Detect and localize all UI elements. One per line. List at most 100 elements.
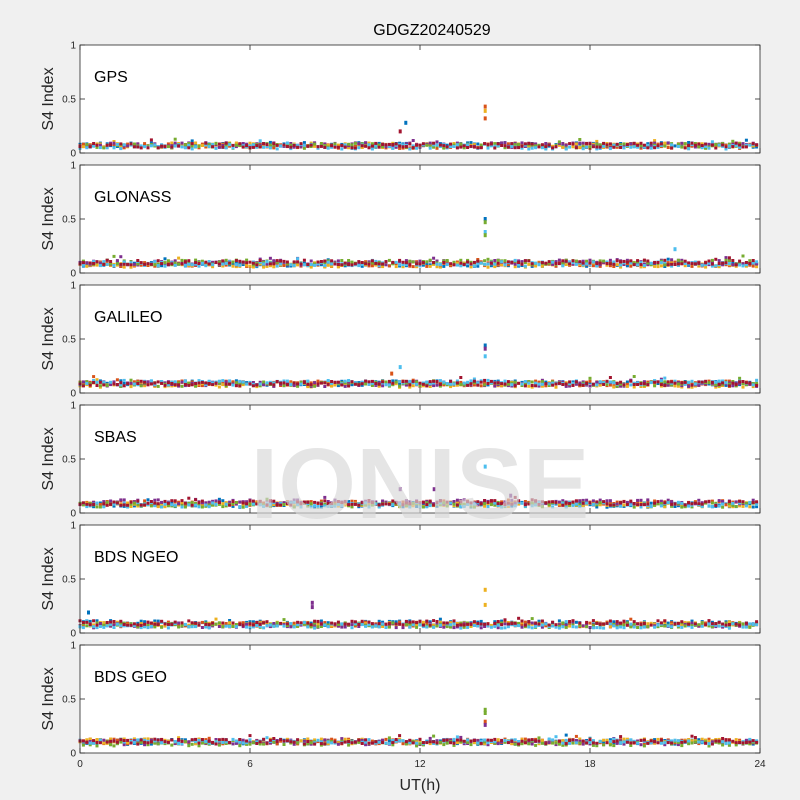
data-point	[136, 262, 140, 266]
data-point	[615, 621, 619, 625]
data-point	[428, 146, 432, 150]
data-point	[370, 381, 374, 385]
data-point	[670, 380, 674, 384]
data-point	[544, 142, 548, 145]
data-point	[398, 263, 402, 267]
data-point	[285, 624, 289, 628]
data-point	[656, 382, 660, 385]
data-point	[228, 144, 232, 148]
data-point	[748, 381, 752, 385]
data-point	[241, 145, 245, 149]
data-point	[639, 265, 643, 269]
data-point	[445, 145, 449, 149]
data-point	[663, 376, 667, 380]
data-point	[663, 144, 667, 148]
data-point	[438, 620, 442, 624]
data-point	[408, 142, 412, 146]
data-point	[190, 263, 194, 267]
data-point	[282, 264, 286, 267]
data-point	[649, 141, 653, 145]
data-point	[207, 262, 211, 266]
data-point	[493, 381, 497, 385]
data-point	[330, 504, 334, 508]
data-point	[455, 381, 459, 385]
data-point	[649, 505, 653, 508]
data-point	[204, 143, 208, 147]
data-point	[554, 500, 558, 504]
data-point	[595, 139, 599, 143]
data-point	[649, 381, 653, 385]
data-point	[119, 265, 123, 268]
data-point	[336, 265, 340, 269]
data-point	[153, 143, 157, 147]
data-point	[401, 500, 405, 504]
data-point	[163, 264, 167, 268]
data-point	[683, 380, 687, 384]
data-point	[360, 264, 364, 268]
data-point	[370, 264, 374, 268]
data-point	[197, 264, 201, 268]
data-point	[540, 143, 544, 147]
data-point	[391, 381, 395, 385]
data-point	[105, 262, 109, 266]
data-point	[160, 380, 164, 383]
data-point	[585, 259, 589, 263]
data-point	[398, 382, 402, 386]
data-point	[554, 264, 558, 268]
data-point	[343, 499, 347, 503]
data-point	[404, 263, 408, 267]
data-point	[486, 382, 490, 385]
data-point	[374, 141, 378, 145]
data-point	[285, 260, 289, 264]
data-point	[387, 142, 391, 146]
data-point	[741, 145, 745, 149]
data-point	[656, 502, 660, 506]
data-point	[251, 145, 255, 149]
data-point	[333, 498, 337, 502]
data-point	[656, 142, 660, 146]
data-point	[622, 259, 626, 263]
data-point	[323, 145, 327, 149]
data-point	[336, 623, 340, 626]
data-point	[234, 384, 238, 388]
data-point	[534, 384, 538, 388]
data-point	[442, 144, 446, 148]
data-point	[530, 384, 534, 387]
data-point	[238, 382, 242, 386]
data-point	[534, 379, 538, 383]
data-point	[360, 145, 364, 149]
data-point	[367, 141, 371, 145]
data-point	[676, 260, 680, 264]
data-point	[173, 137, 177, 141]
data-point	[207, 382, 211, 385]
data-point	[455, 263, 459, 267]
data-point	[741, 500, 745, 504]
data-point	[231, 500, 235, 503]
data-point	[238, 379, 242, 383]
data-point	[265, 260, 269, 264]
data-point	[432, 623, 436, 627]
data-point	[517, 261, 521, 264]
data-point	[602, 259, 606, 263]
data-point	[697, 498, 701, 502]
data-point	[554, 385, 558, 389]
data-point	[330, 259, 334, 263]
data-point	[469, 262, 473, 266]
data-point	[653, 622, 657, 626]
data-point	[755, 145, 759, 149]
data-point	[744, 381, 748, 385]
data-point	[398, 146, 402, 150]
data-point	[265, 503, 269, 507]
data-point	[391, 146, 395, 150]
data-point	[513, 146, 517, 150]
data-point	[136, 504, 140, 508]
data-point	[534, 503, 538, 507]
data-point	[697, 142, 701, 146]
data-point	[299, 505, 303, 509]
data-point	[109, 141, 113, 145]
data-point	[248, 141, 252, 145]
data-point	[132, 142, 136, 146]
data-point	[149, 504, 153, 508]
data-point	[496, 502, 500, 506]
data-point	[367, 262, 371, 266]
